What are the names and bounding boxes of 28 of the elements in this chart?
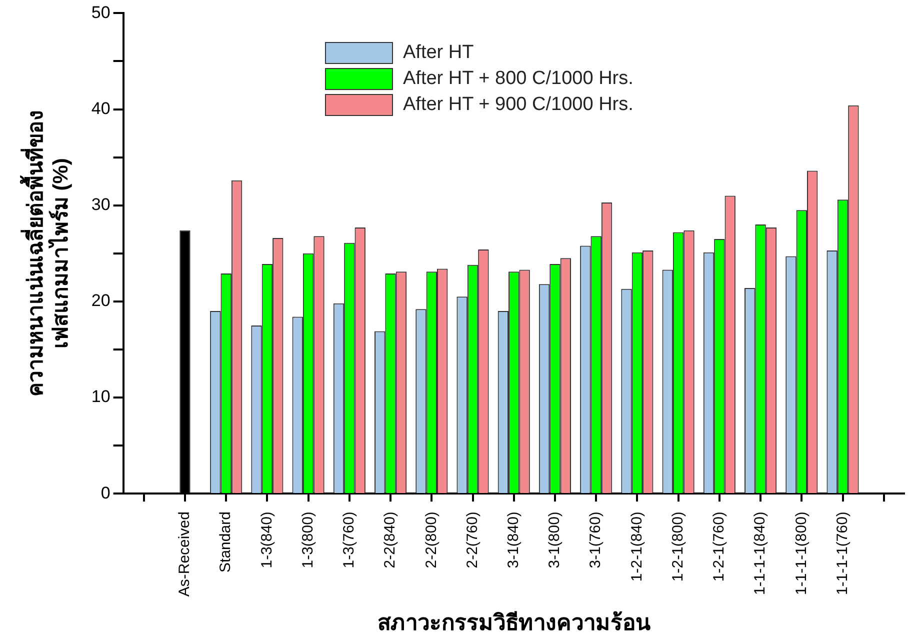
x-tick-label: 2-2(760): [464, 512, 481, 568]
y-tick-label: 0: [100, 483, 110, 502]
x-tick-label: 3-1(800): [546, 512, 564, 568]
y-tick-label: 10: [91, 387, 110, 406]
y-tick-label: 40: [91, 98, 110, 118]
legend-label: After HT + 900 C/1000 Hrs.: [403, 94, 634, 116]
x-tick-label: Standard: [217, 512, 234, 572]
x-tick-label: 1-2-1(840): [628, 512, 646, 582]
x-tick-label: 1-3(760): [340, 512, 358, 568]
y-tick-label: 20: [91, 291, 110, 310]
legend-label: After HT: [403, 42, 474, 64]
x-tick-label: 1-2-1(760): [710, 512, 728, 582]
x-tick-label: 2-2(800): [422, 512, 440, 568]
legend-label: After HT + 800 C/1000 Hrs.: [403, 68, 634, 90]
y-tick-label: 50: [91, 2, 110, 22]
y-tick-label: 30: [91, 195, 110, 214]
y-axis-title: ความหนาแน่นเฉลี่ยต่อพื้นที่ของ เฟสแกมมาไพร์ม (%): [19, 110, 73, 396]
x-tick-label: 2-2(840): [382, 512, 399, 568]
x-axis-title: สภาวะกรรมวิธีทางความร้อน: [377, 610, 650, 635]
x-tick-label: 3-1(840): [505, 512, 522, 568]
x-tick-label: 1-1-1-1(800): [792, 512, 810, 595]
x-tick-label: 1-3(800): [299, 512, 316, 568]
x-tick-label: 1-1-1-1(840): [752, 512, 769, 595]
x-tick-label: As-Received: [176, 512, 194, 597]
x-tick-label: 3-1(760): [587, 512, 604, 568]
x-tick-label: 1-3(840): [258, 512, 276, 568]
x-tick-label: 1-1-1-1(760): [834, 512, 851, 595]
x-tick-label: 1-2-1(800): [669, 512, 686, 582]
